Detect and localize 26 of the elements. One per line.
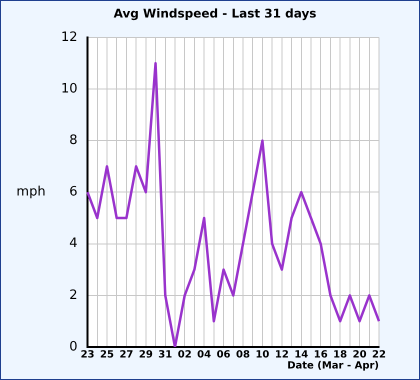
y-tick-label: 10 — [60, 81, 78, 96]
y-tick-label: 6 — [69, 184, 78, 200]
y-tick-label: 12 — [60, 30, 78, 45]
x-tick-label: 22 — [372, 350, 386, 361]
x-tick-label: 16 — [314, 350, 328, 361]
y-axis-title: mph — [16, 184, 46, 200]
x-tick-label: 08 — [236, 350, 250, 361]
x-tick-label: 29 — [138, 350, 153, 361]
y-tick-label: 0 — [69, 339, 78, 354]
y-tick-label: 8 — [69, 132, 78, 148]
x-tick-label: 20 — [352, 350, 367, 361]
x-tick-label: 14 — [294, 350, 308, 361]
x-tick-label: 10 — [255, 350, 270, 361]
x-tick-label: 04 — [197, 350, 212, 361]
y-tick-label: 4 — [69, 236, 78, 252]
x-tick-label: 12 — [274, 350, 289, 361]
x-tick-label: 23 — [80, 350, 95, 361]
x-axis-title: Date (Mar - Apr) — [287, 360, 379, 372]
y-tick-label: 2 — [69, 288, 78, 303]
x-tick-label: 18 — [333, 350, 348, 361]
x-tick-label: 27 — [119, 350, 134, 361]
x-tick-label: 06 — [216, 350, 231, 361]
x-tick-label: 02 — [178, 350, 192, 361]
x-tick-label: 31 — [158, 350, 172, 361]
chart-title: Avg Windspeed - Last 31 days — [114, 6, 316, 20]
x-tick-label: 25 — [100, 350, 114, 361]
